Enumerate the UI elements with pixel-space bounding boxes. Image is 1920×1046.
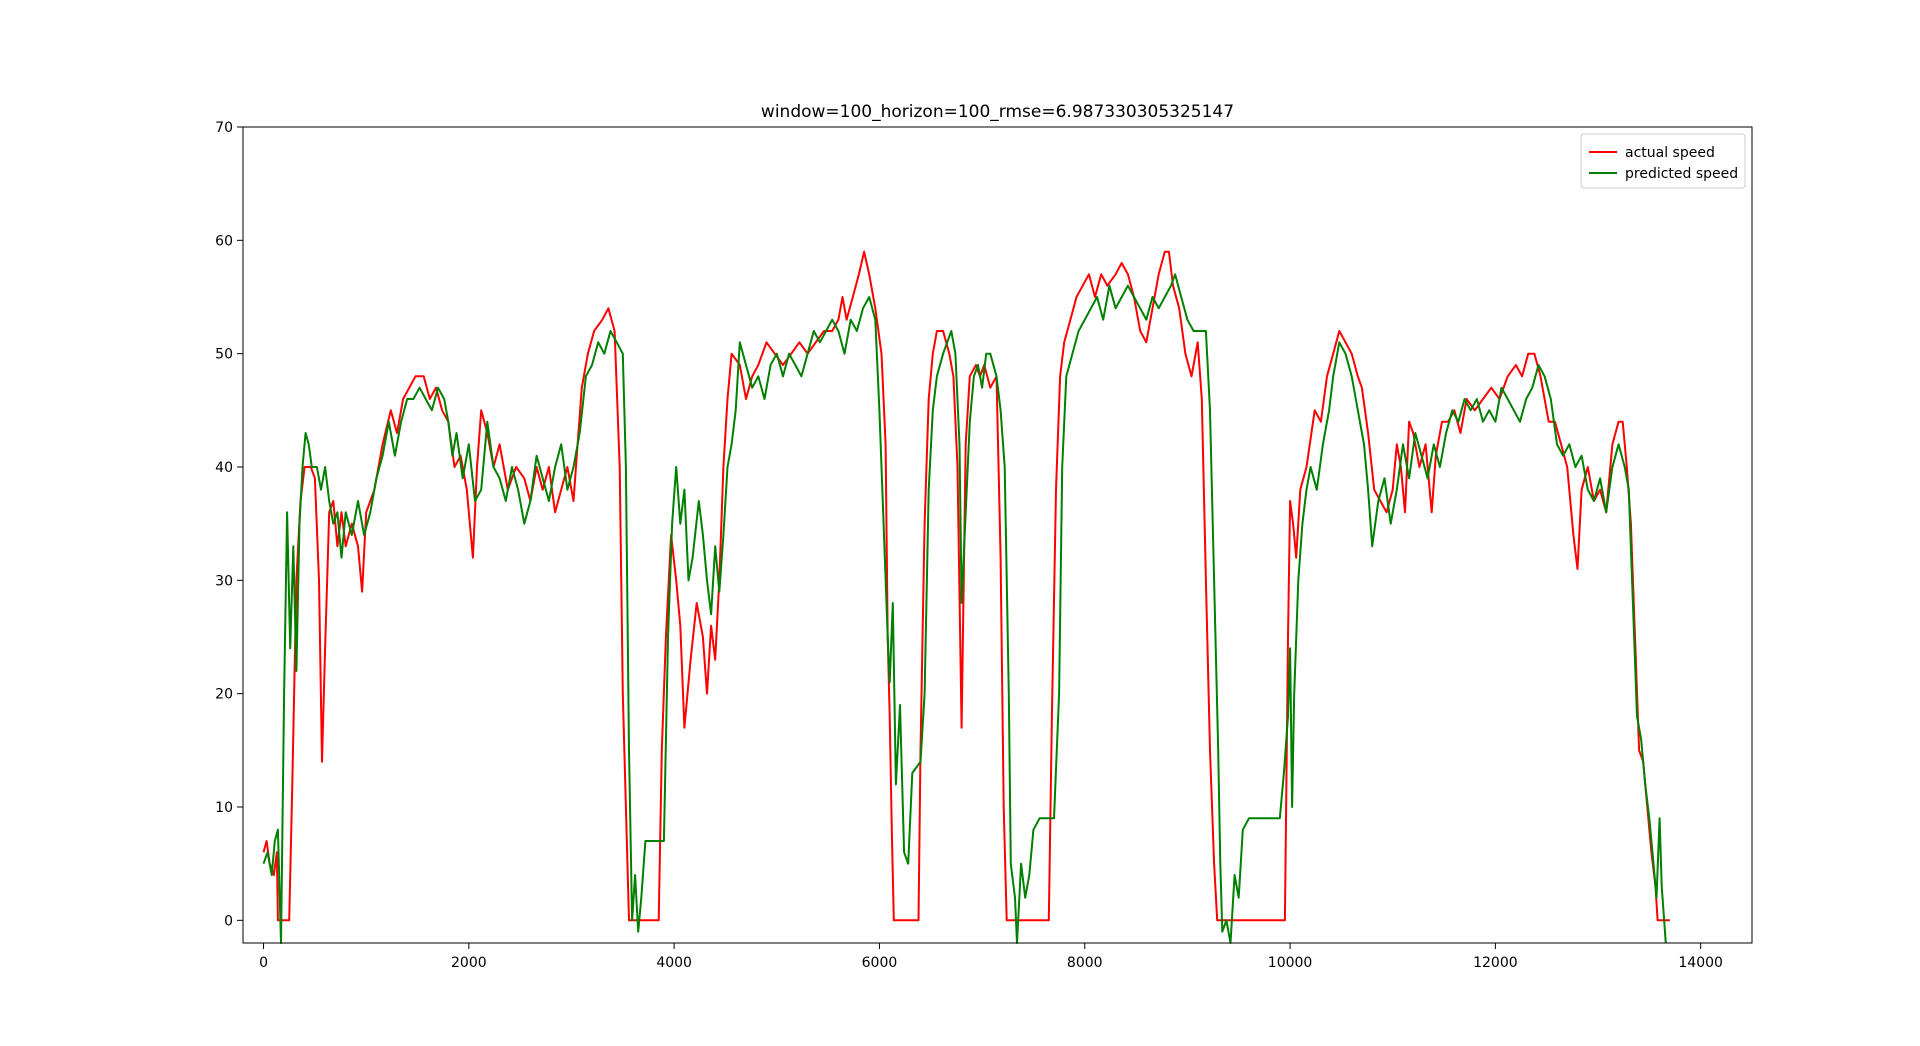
x-tick-label: 8000 [1067,955,1103,971]
y-axis: 0 10 20 30 40 50 60 70 [215,120,243,929]
legend-box [1580,133,1746,189]
series-layer [262,250,1670,944]
x-tick-label: 6000 [862,955,898,971]
legend-label-predicted: predicted speed [1625,166,1738,182]
x-axis: 0 2000 4000 6000 8000 10000 12000 14000 [259,943,1723,971]
legend: actual speed predicted speed [1580,133,1746,189]
series-line-predicted-speed [262,273,1667,944]
x-tick-label: 0 [259,955,268,971]
y-tick-label: 0 [224,913,233,929]
y-tick-label: 50 [215,347,233,363]
y-tick-label: 40 [215,460,233,476]
chart-title: window=100_horizon=100_rmse=6.9873303053… [761,102,1234,122]
x-tick-label: 10000 [1268,955,1313,971]
legend-label-actual: actual speed [1625,145,1715,161]
x-tick-label: 2000 [451,955,487,971]
y-tick-label: 60 [215,233,233,249]
y-tick-label: 30 [215,573,233,589]
x-tick-label: 14000 [1678,955,1723,971]
y-tick-label: 70 [215,120,233,136]
x-tick-label: 12000 [1473,955,1518,971]
plot-frame [242,126,1753,944]
series-line-actual-speed [262,250,1670,922]
y-tick-label: 20 [215,687,233,703]
x-tick-label: 4000 [656,955,692,971]
y-tick-label: 10 [215,800,233,816]
